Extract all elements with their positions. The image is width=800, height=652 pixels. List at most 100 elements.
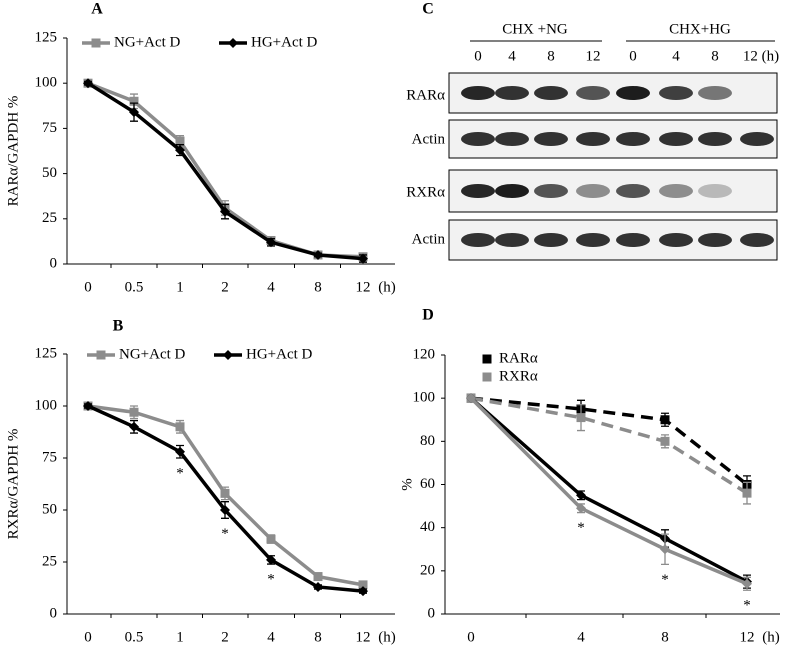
y-tick-label: 100 — [35, 397, 58, 413]
marker — [576, 490, 586, 501]
x-tick-label: 4 — [577, 629, 585, 645]
y-tick-label: 60 — [420, 476, 435, 492]
y-tick-label: 40 — [420, 519, 435, 535]
legend-label: RXRα — [499, 368, 538, 384]
annotation: * — [267, 572, 275, 588]
x-tick-label: 4 — [267, 629, 275, 645]
x-tick-label: 0 — [84, 279, 92, 295]
band — [495, 184, 529, 198]
legend-label: NG+Act D — [119, 346, 186, 362]
series-line — [469, 396, 748, 586]
band — [461, 86, 495, 100]
lane-label: 0 — [474, 48, 482, 64]
band — [698, 184, 732, 198]
lane-label: 12 — [586, 48, 601, 64]
y-tick-label: 20 — [420, 562, 435, 578]
marker — [266, 554, 276, 565]
y-tick-label: 50 — [42, 165, 57, 181]
x-tick-label: 0.5 — [125, 279, 144, 295]
band — [461, 233, 495, 247]
legend-label: RARα — [499, 350, 538, 366]
band — [616, 132, 650, 146]
marker — [482, 354, 492, 364]
annotation: * — [221, 526, 229, 542]
marker — [313, 572, 323, 582]
panel-title: B — [113, 318, 124, 335]
marker — [175, 145, 185, 156]
marker — [313, 581, 323, 592]
marker — [742, 488, 752, 498]
band — [659, 233, 693, 247]
y-axis-label: RXRα/GAPDH % — [5, 429, 21, 540]
panel-title: A — [91, 1, 103, 18]
lane-label: 12 (h) — [743, 48, 779, 64]
annotation: * — [661, 572, 669, 588]
marker — [482, 372, 492, 382]
lane-label: 0 — [629, 48, 637, 64]
band — [576, 86, 610, 100]
x-tick-label: 1 — [176, 279, 184, 295]
marker — [96, 350, 106, 360]
marker — [742, 578, 752, 589]
x-unit: (h) — [378, 279, 396, 295]
y-tick-label: 0 — [50, 255, 58, 271]
y-tick-label: 0 — [50, 605, 58, 621]
marker — [266, 237, 276, 248]
band — [740, 233, 774, 247]
marker — [175, 422, 185, 432]
marker — [313, 249, 323, 260]
legend-label: HG+Act D — [246, 346, 313, 362]
panel-title: D — [422, 307, 434, 324]
marker — [129, 421, 139, 432]
marker — [358, 580, 368, 590]
x-tick-label: 0 — [84, 629, 92, 645]
band — [616, 86, 650, 100]
y-tick-label: 100 — [413, 390, 436, 406]
marker — [660, 415, 670, 425]
y-tick-label: 80 — [420, 433, 435, 449]
series-line — [469, 396, 748, 584]
series-line — [470, 396, 748, 495]
y-tick-label: 125 — [35, 29, 58, 45]
y-tick-label: 25 — [42, 553, 57, 569]
marker — [220, 488, 230, 498]
group-label: CHX +NG — [502, 21, 568, 37]
lane-label: 4 — [672, 48, 680, 64]
band — [461, 132, 495, 146]
panel-title: C — [422, 1, 434, 18]
marker — [358, 586, 368, 597]
marker — [129, 107, 139, 118]
band — [576, 132, 610, 146]
band — [534, 184, 568, 198]
marker — [228, 38, 238, 48]
row-label: Actin — [412, 231, 446, 247]
marker — [223, 350, 233, 360]
band — [659, 184, 693, 198]
y-tick-label: 75 — [42, 449, 57, 465]
x-unit: (h) — [762, 629, 780, 645]
band — [698, 86, 732, 100]
band — [616, 184, 650, 198]
x-tick-label: 1 — [176, 629, 184, 645]
band — [659, 86, 693, 100]
marker — [83, 401, 93, 411]
marker — [175, 446, 185, 457]
marker — [358, 253, 368, 264]
band — [461, 184, 495, 198]
lane-label: 8 — [711, 48, 719, 64]
marker — [266, 534, 276, 544]
legend-label: NG+Act D — [114, 34, 181, 50]
band — [659, 132, 693, 146]
x-tick-label: 8 — [661, 629, 669, 645]
band — [698, 132, 732, 146]
row-label: RARα — [406, 87, 445, 103]
x-tick-label: 12 — [356, 279, 371, 295]
y-tick-label: 75 — [42, 120, 57, 136]
band — [740, 132, 774, 146]
band — [616, 233, 650, 247]
series-line — [470, 396, 749, 486]
x-tick-label: 0 — [467, 629, 475, 645]
annotation: * — [577, 520, 585, 536]
lane-label: 8 — [547, 48, 555, 64]
